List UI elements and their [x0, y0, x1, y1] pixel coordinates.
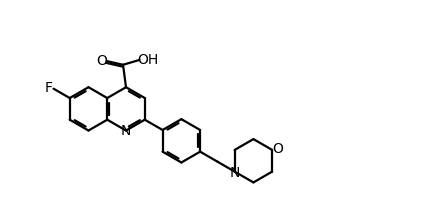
- Text: F: F: [45, 81, 53, 95]
- Text: O: O: [96, 54, 107, 68]
- Text: N: N: [229, 166, 239, 180]
- Text: N: N: [120, 123, 131, 138]
- Text: O: O: [272, 142, 283, 156]
- Text: OH: OH: [137, 53, 158, 67]
